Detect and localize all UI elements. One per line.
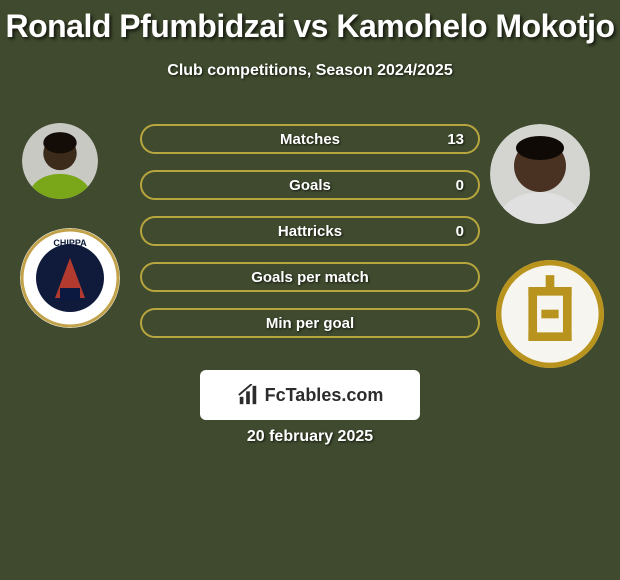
date-label: 20 february 2025 <box>0 428 620 446</box>
infographic-container: Ronald Pfumbidzai vs Kamohelo Mokotjo Cl… <box>0 0 620 580</box>
stat-value: 13 <box>447 131 464 148</box>
player-left-club-badge: CHIPPA <box>20 228 120 328</box>
stat-label: Matches <box>280 131 340 148</box>
branding-box: FcTables.com <box>200 370 420 420</box>
stat-bar: Hattricks 0 <box>140 216 480 246</box>
branding-text: FcTables.com <box>265 385 384 406</box>
stat-label: Hattricks <box>278 223 342 240</box>
stat-bar: Goals 0 <box>140 170 480 200</box>
stat-bar: Goals per match <box>140 262 480 292</box>
player-right-club-badge <box>496 260 604 368</box>
svg-text:CHIPPA: CHIPPA <box>53 238 87 248</box>
page-title: Ronald Pfumbidzai vs Kamohelo Mokotjo <box>0 8 620 45</box>
fctables-logo-icon <box>237 384 259 406</box>
stat-bar: Min per goal <box>140 308 480 338</box>
stat-label: Min per goal <box>266 315 354 332</box>
stat-label: Goals per match <box>251 269 369 286</box>
player-right-photo <box>490 124 590 224</box>
player-left-photo <box>22 123 98 199</box>
subtitle: Club competitions, Season 2024/2025 <box>0 62 620 80</box>
stat-value: 0 <box>456 223 464 240</box>
stat-value: 0 <box>456 177 464 194</box>
stat-bar: Matches 13 <box>140 124 480 154</box>
stat-label: Goals <box>289 177 331 194</box>
